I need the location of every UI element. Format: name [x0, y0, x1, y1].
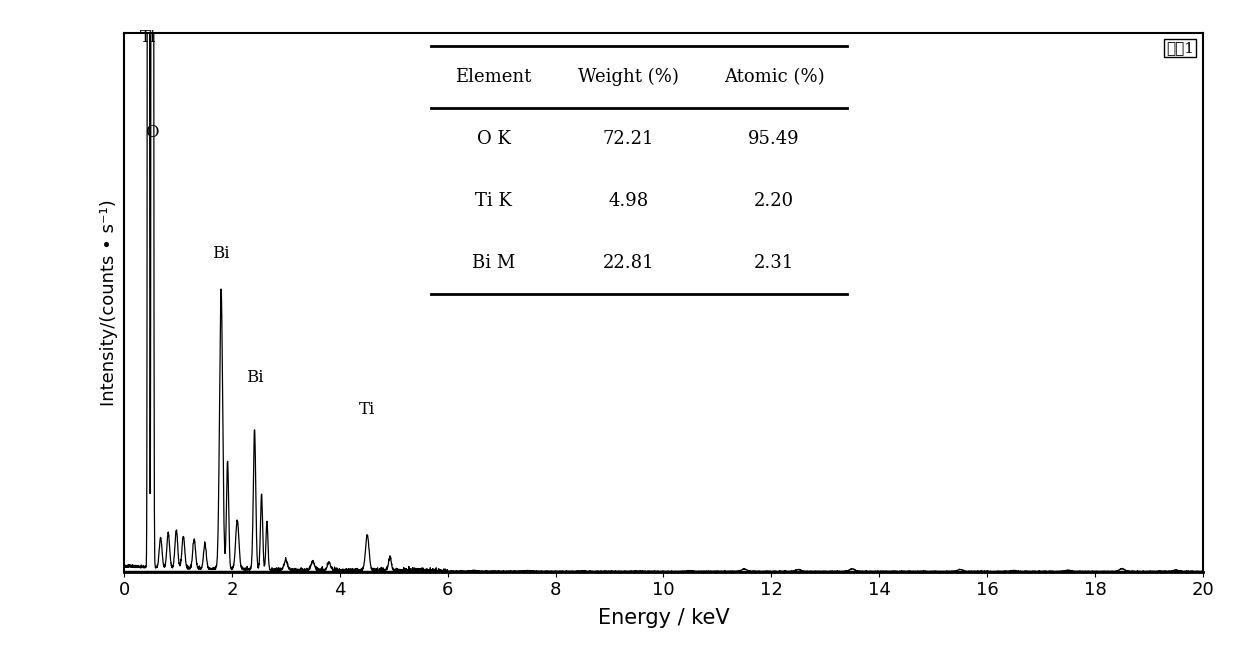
Text: 22.81: 22.81: [603, 254, 655, 272]
Text: Bi: Bi: [212, 245, 229, 262]
Text: Bi M: Bi M: [472, 254, 515, 272]
Text: 72.21: 72.21: [603, 130, 653, 148]
Text: Weight (%): Weight (%): [578, 68, 678, 87]
Text: O K: O K: [476, 130, 511, 148]
Text: Ti: Ti: [360, 401, 376, 418]
Text: 95.49: 95.49: [748, 130, 800, 148]
Y-axis label: Intensity/(counts • s⁻¹): Intensity/(counts • s⁻¹): [100, 199, 119, 405]
Text: 2.20: 2.20: [754, 193, 794, 210]
Text: O: O: [145, 124, 159, 141]
Text: Ti: Ti: [140, 30, 156, 47]
Text: 4.98: 4.98: [608, 193, 649, 210]
Text: Atomic (%): Atomic (%): [724, 68, 825, 86]
Text: Element: Element: [455, 68, 532, 86]
Text: 2.31: 2.31: [754, 254, 794, 272]
Text: 谱图1: 谱图1: [1166, 41, 1194, 55]
Text: Bi: Bi: [246, 369, 263, 386]
X-axis label: Energy / keV: Energy / keV: [598, 608, 729, 627]
Text: Ti K: Ti K: [475, 193, 512, 210]
